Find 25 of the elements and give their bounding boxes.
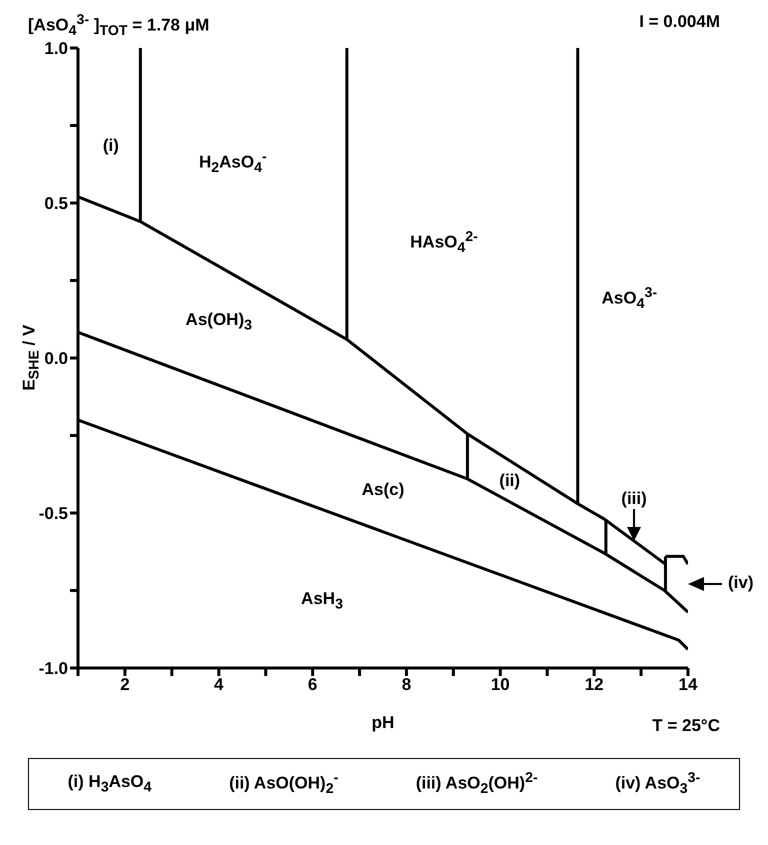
y-tick-label: 1.0: [44, 39, 68, 58]
text: (i) H$_{3}$AsO$_{4}$: [68, 772, 152, 796]
chart-subtitle: I = 0.004M: [639, 12, 720, 32]
y-tick-label: -1.0: [38, 659, 68, 678]
text: T = 25°C: [652, 716, 720, 736]
y-tick-label: 0.5: [44, 194, 68, 214]
annotation: As(OH)$_{3}$: [184, 310, 253, 334]
annotation: (ii): [498, 471, 522, 491]
x-tick-label: 14: [678, 675, 698, 694]
annotation: (iii): [620, 488, 648, 509]
chart-title: [AsO$_{4}$$^{3-}$ ]$_{TOT}$ = 1.78 μM: [28, 12, 210, 40]
annotation: AsH$_{3}$: [300, 588, 344, 612]
x-tick-label: 6: [308, 675, 318, 694]
x-tick-label: 4: [214, 675, 224, 694]
annotation: As(c): [360, 480, 406, 500]
x-tick-label: 10: [490, 675, 510, 694]
text: (iv): [728, 573, 754, 594]
x-tick-label: 12: [584, 675, 604, 694]
text: (iii) AsO$_{2}$(OH)$^{2-}$: [416, 770, 538, 798]
x-tick-label: 8: [402, 675, 412, 694]
x-tick-label: 2: [120, 675, 130, 694]
y-tick-label: -0.5: [38, 504, 68, 524]
annotation: (i): [102, 136, 120, 156]
x-axis-title: pH: [372, 713, 394, 732]
y-tick-label: 0.0: [44, 349, 68, 368]
